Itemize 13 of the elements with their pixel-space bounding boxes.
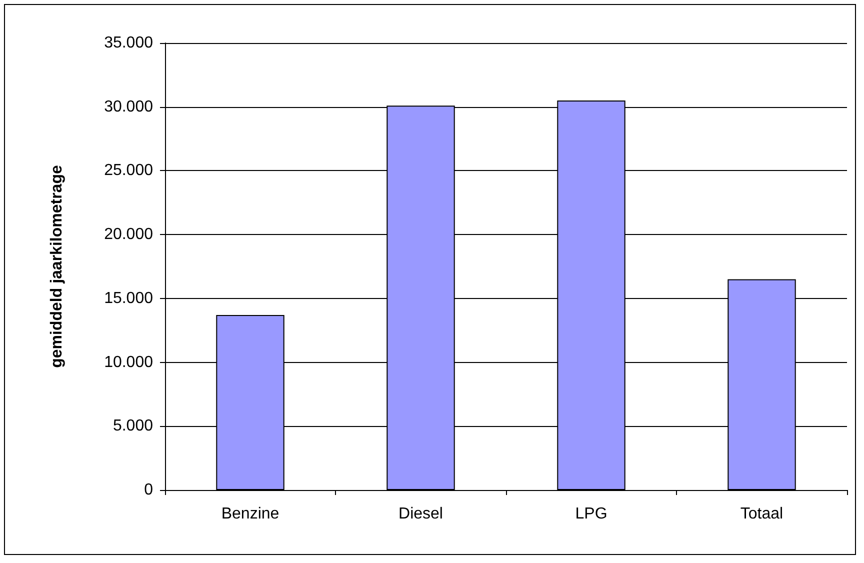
x-tick-label: Totaal bbox=[740, 506, 784, 522]
x-tick-label: Diesel bbox=[398, 506, 443, 522]
x-tick-label: LPG bbox=[575, 506, 608, 522]
y-tick-label: 5.000 bbox=[112, 418, 154, 435]
y-tick-label: 25.000 bbox=[104, 162, 154, 180]
y-tick-label: 10.000 bbox=[104, 354, 154, 371]
x-tick-label: Benzine bbox=[221, 506, 280, 522]
y-tick-label: 15.000 bbox=[104, 290, 154, 307]
y-axis-title: gemiddeld jaarkilometrage bbox=[48, 165, 66, 368]
y-tick-label: 0 bbox=[144, 482, 154, 498]
y-tick-label: 20.000 bbox=[104, 226, 154, 244]
y-tick-label: 30.000 bbox=[104, 98, 154, 116]
y-tick-label: 35.000 bbox=[104, 34, 154, 52]
